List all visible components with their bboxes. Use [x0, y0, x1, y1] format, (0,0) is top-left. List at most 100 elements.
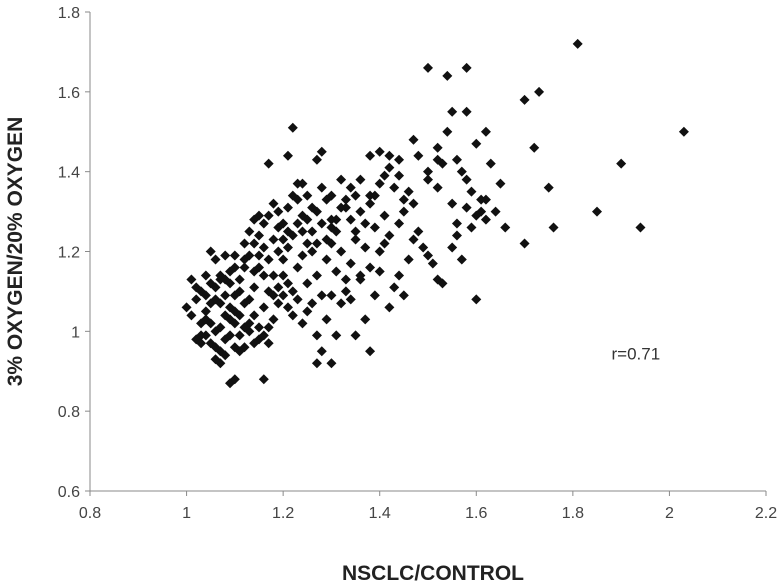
data-point — [278, 254, 289, 265]
data-point — [340, 194, 351, 205]
data-point — [394, 154, 405, 165]
data-point — [258, 302, 269, 313]
data-point — [273, 206, 284, 217]
data-point — [254, 322, 264, 333]
data-point — [374, 146, 385, 157]
y-axis-title: 3% OXYGEN/20% OXYGEN — [4, 117, 27, 387]
data-point — [519, 94, 530, 105]
data-point — [268, 270, 279, 281]
data-point — [316, 146, 327, 157]
data-point — [220, 290, 231, 301]
x-tick-label: 1 — [182, 505, 191, 522]
data-point — [263, 322, 274, 333]
data-point — [311, 330, 322, 341]
data-point — [616, 158, 627, 169]
data-point — [282, 302, 293, 313]
data-point — [543, 182, 554, 193]
data-point — [316, 290, 327, 301]
data-point — [258, 374, 269, 385]
data-point — [220, 310, 231, 321]
data-point — [302, 190, 313, 201]
data-point — [350, 234, 361, 245]
data-point — [408, 134, 419, 145]
data-point — [398, 206, 409, 217]
data-point — [220, 250, 231, 261]
data-point — [374, 246, 385, 257]
x-tick-label: 2.2 — [755, 505, 777, 522]
data-point — [374, 178, 385, 189]
data-point — [403, 254, 414, 265]
data-point — [369, 190, 380, 201]
data-point — [249, 238, 260, 249]
data-point — [326, 190, 337, 201]
data-point — [355, 206, 366, 217]
data-point — [282, 242, 293, 253]
data-point — [398, 194, 409, 205]
data-point — [234, 274, 245, 285]
data-point — [229, 290, 240, 301]
data-point — [200, 290, 211, 301]
data-point — [220, 350, 231, 361]
data-point — [384, 162, 395, 173]
data-point — [321, 234, 332, 245]
data-point — [350, 330, 361, 341]
data-point — [263, 158, 274, 169]
data-point — [592, 206, 602, 217]
data-point — [360, 242, 371, 253]
data-point — [451, 218, 462, 229]
data-point — [196, 330, 207, 341]
data-point — [181, 302, 192, 313]
data-point — [336, 202, 347, 213]
data-point — [311, 270, 322, 281]
data-point — [210, 254, 221, 265]
data-point — [495, 178, 506, 189]
data-point — [423, 174, 433, 185]
data-point — [302, 214, 313, 225]
data-point — [297, 178, 308, 189]
data-point — [239, 322, 250, 333]
data-point — [340, 286, 351, 297]
data-point — [292, 262, 303, 273]
data-point — [278, 270, 289, 281]
data-point — [225, 330, 236, 341]
data-point — [215, 298, 226, 309]
data-point — [398, 290, 409, 301]
data-point — [321, 254, 332, 265]
data-point — [389, 182, 400, 193]
data-point — [442, 70, 453, 81]
data-point — [336, 246, 347, 257]
data-point — [423, 250, 433, 261]
x-tick-label: 1.4 — [369, 505, 391, 522]
data-point — [225, 266, 236, 277]
data-point — [461, 174, 472, 185]
data-point — [418, 242, 429, 253]
data-point — [263, 338, 274, 349]
data-point — [307, 226, 318, 237]
data-point — [287, 190, 298, 201]
data-point — [384, 302, 395, 313]
data-point — [394, 218, 405, 229]
data-point — [442, 126, 453, 137]
data-point — [423, 62, 433, 73]
x-tick-label: 1.6 — [465, 505, 487, 522]
data-point — [485, 158, 496, 169]
x-tick-label: 1.2 — [272, 505, 294, 522]
data-point — [229, 374, 240, 385]
data-point — [331, 266, 342, 277]
data-point — [480, 214, 491, 225]
data-point — [287, 286, 298, 297]
data-point — [427, 258, 438, 269]
data-point — [379, 170, 390, 181]
data-point — [287, 230, 298, 241]
y-tick-label: 1.8 — [58, 5, 80, 22]
data-point — [273, 246, 284, 257]
data-point — [413, 226, 424, 237]
data-point — [282, 150, 293, 161]
data-point — [490, 206, 501, 217]
data-point — [258, 218, 269, 229]
data-points — [181, 38, 689, 389]
data-point — [282, 278, 293, 289]
data-point — [384, 230, 395, 241]
data-point — [355, 174, 366, 185]
